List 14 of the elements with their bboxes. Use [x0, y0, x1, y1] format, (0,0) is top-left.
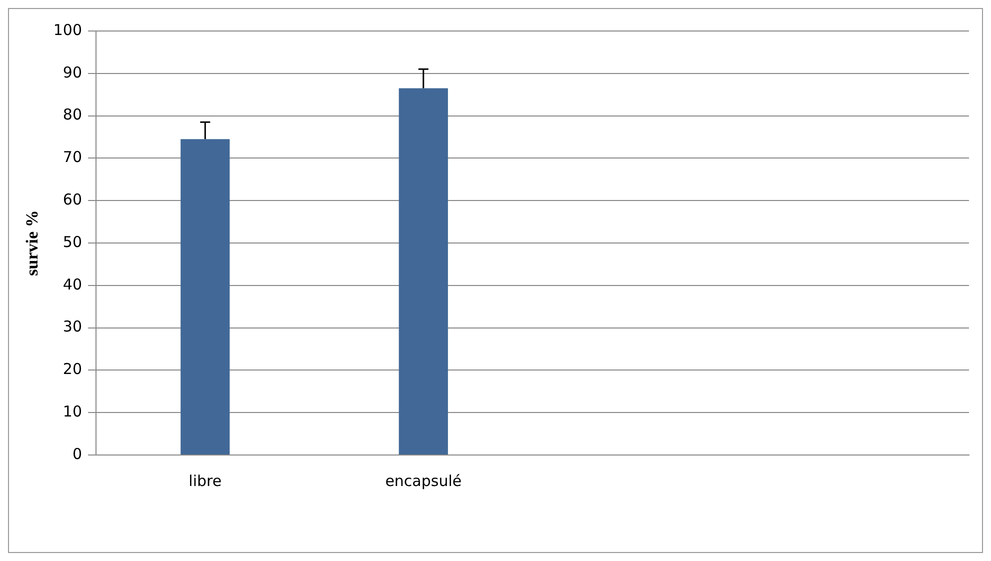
y-tick-label: 30	[62, 318, 82, 336]
y-tick-label: 80	[62, 106, 82, 124]
y-tick-label: 100	[53, 20, 82, 39]
y-tick-label: 60	[62, 190, 82, 208]
y-axis-title: survie %	[22, 210, 42, 276]
y-tick-label: 10	[62, 402, 82, 420]
y-tick-label: 90	[62, 63, 82, 82]
x-tick-label: encapsulé	[385, 472, 462, 490]
y-tick-label: 20	[62, 360, 82, 378]
y-tick-label: 70	[62, 148, 82, 166]
y-tick-label: 40	[62, 275, 82, 294]
y-tick-label: 0	[72, 444, 82, 463]
y-tick-label: 50	[62, 232, 82, 251]
x-tick-label: libre	[188, 472, 222, 490]
